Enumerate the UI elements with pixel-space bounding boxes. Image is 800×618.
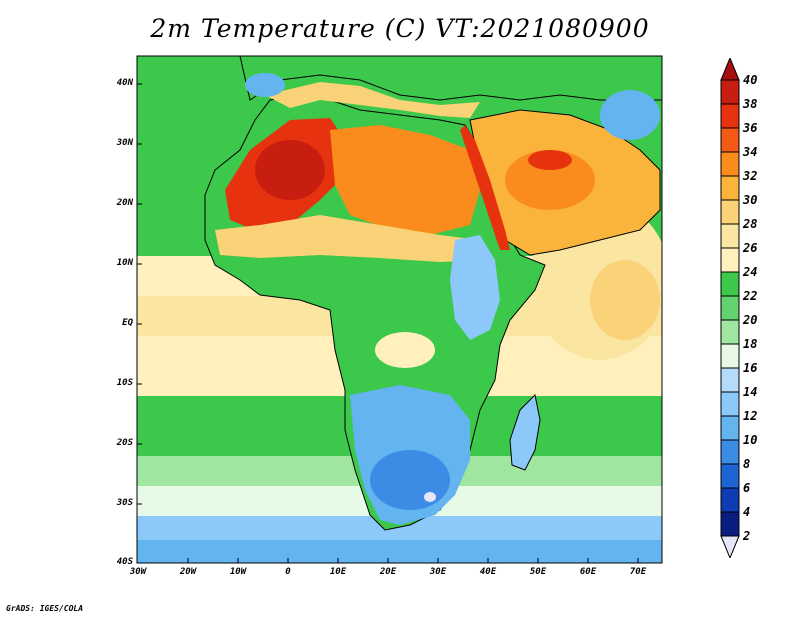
map-frame bbox=[136, 55, 663, 564]
colorbar-bin bbox=[720, 103, 740, 129]
colorbar-label: 40 bbox=[743, 73, 758, 87]
lon-tick-10w: 10W bbox=[229, 567, 247, 577]
red-sea bbox=[460, 125, 510, 250]
lat-tick-40n: 40N bbox=[116, 78, 133, 88]
colorbar-bin bbox=[720, 487, 740, 513]
lon-tick-70e: 70E bbox=[629, 567, 647, 577]
arabia-hot-core bbox=[505, 150, 595, 210]
lesotho-cold bbox=[424, 492, 436, 502]
lat-tick-40s: 40S bbox=[116, 557, 133, 567]
colorbar-bin bbox=[720, 271, 740, 297]
colorbar-bin bbox=[720, 391, 740, 417]
central-africa-warm bbox=[375, 332, 435, 368]
lat-tick-20n: 20N bbox=[116, 198, 133, 208]
colorbar-label: 38 bbox=[743, 97, 758, 111]
grads-credit: GrADS: IGES/COLA bbox=[6, 604, 84, 613]
colorbar-bin bbox=[720, 295, 740, 321]
colorbar-bin bbox=[720, 463, 740, 489]
iran-plateau bbox=[600, 90, 660, 140]
axis-ticks bbox=[137, 83, 639, 563]
colorbar-bin bbox=[720, 151, 740, 177]
colorbar-bin bbox=[720, 247, 740, 273]
colorbar-bin bbox=[720, 199, 740, 225]
colorbar-label: 16 bbox=[743, 361, 758, 375]
colorbar-label: 30 bbox=[743, 193, 758, 207]
colorbar-label: 36 bbox=[743, 121, 758, 135]
colorbar bbox=[720, 58, 740, 558]
colorbar-bin bbox=[720, 367, 740, 393]
lat-tick-30s: 30S bbox=[116, 498, 133, 508]
colorbar-top-arrow bbox=[720, 58, 740, 81]
atlas-cool bbox=[245, 73, 285, 97]
colorbar-label: 24 bbox=[743, 265, 758, 279]
colorbar-bin bbox=[720, 319, 740, 345]
persian-gulf-hot bbox=[528, 150, 572, 170]
colorbar-bin bbox=[720, 343, 740, 369]
lon-tick-50e: 50E bbox=[529, 567, 547, 577]
colorbar-label: 20 bbox=[743, 313, 758, 327]
madagascar bbox=[509, 393, 541, 471]
lat-tick-eq: EQ bbox=[122, 318, 133, 328]
colorbar-bin bbox=[720, 439, 740, 465]
colorbar-bin bbox=[720, 127, 740, 153]
colorbar-label: 32 bbox=[743, 169, 758, 183]
colorbar-label: 18 bbox=[743, 337, 758, 351]
lat-tick-10n: 10N bbox=[116, 258, 133, 268]
colorbar-bin bbox=[720, 175, 740, 201]
colorbar-bin bbox=[720, 511, 740, 537]
colorbar-label: 4 bbox=[743, 505, 751, 519]
lon-tick-60e: 60E bbox=[579, 567, 597, 577]
east-africa-highlands bbox=[450, 235, 500, 340]
map-field bbox=[137, 56, 662, 563]
map-title: 2m Temperature (C) VT:2021080900 bbox=[150, 14, 650, 43]
mediterranean-sea bbox=[265, 82, 480, 118]
lat-tick-30n: 30N bbox=[116, 138, 133, 148]
lon-tick-0: 0 bbox=[285, 567, 291, 577]
arabian-sea-core bbox=[590, 260, 660, 340]
colorbar-label: 26 bbox=[743, 241, 758, 255]
colorbar-label: 2 bbox=[743, 529, 751, 543]
colorbar-bottom-arrow bbox=[720, 535, 740, 558]
sahara-core bbox=[255, 140, 325, 200]
colorbar-label: 12 bbox=[743, 409, 758, 423]
ocean-band-deep-south bbox=[137, 540, 662, 563]
colorbar-bin bbox=[720, 223, 740, 249]
lon-tick-30e: 30E bbox=[429, 567, 447, 577]
lat-tick-20s: 20S bbox=[116, 438, 133, 448]
colorbar-bin bbox=[720, 415, 740, 441]
colorbar-bin bbox=[720, 79, 740, 105]
colorbar-label: 6 bbox=[743, 481, 751, 495]
lon-tick-40e: 40E bbox=[479, 567, 497, 577]
colorbar-label: 10 bbox=[743, 433, 758, 447]
colorbar-label: 8 bbox=[743, 457, 751, 471]
colorbar-label: 34 bbox=[743, 145, 758, 159]
sahara-warm-zone bbox=[330, 125, 480, 235]
lon-tick-20w: 20W bbox=[179, 567, 197, 577]
colorbar-label: 14 bbox=[743, 385, 758, 399]
sahel-warm-band bbox=[215, 215, 490, 262]
lon-tick-10e: 10E bbox=[329, 567, 347, 577]
colorbar-label: 28 bbox=[743, 217, 758, 231]
colorbar-label: 22 bbox=[743, 289, 758, 303]
south-africa-cold bbox=[370, 450, 450, 510]
lon-tick-20e: 20E bbox=[379, 567, 397, 577]
lon-tick-30w: 30W bbox=[129, 567, 147, 577]
lat-tick-10s: 10S bbox=[116, 378, 133, 388]
